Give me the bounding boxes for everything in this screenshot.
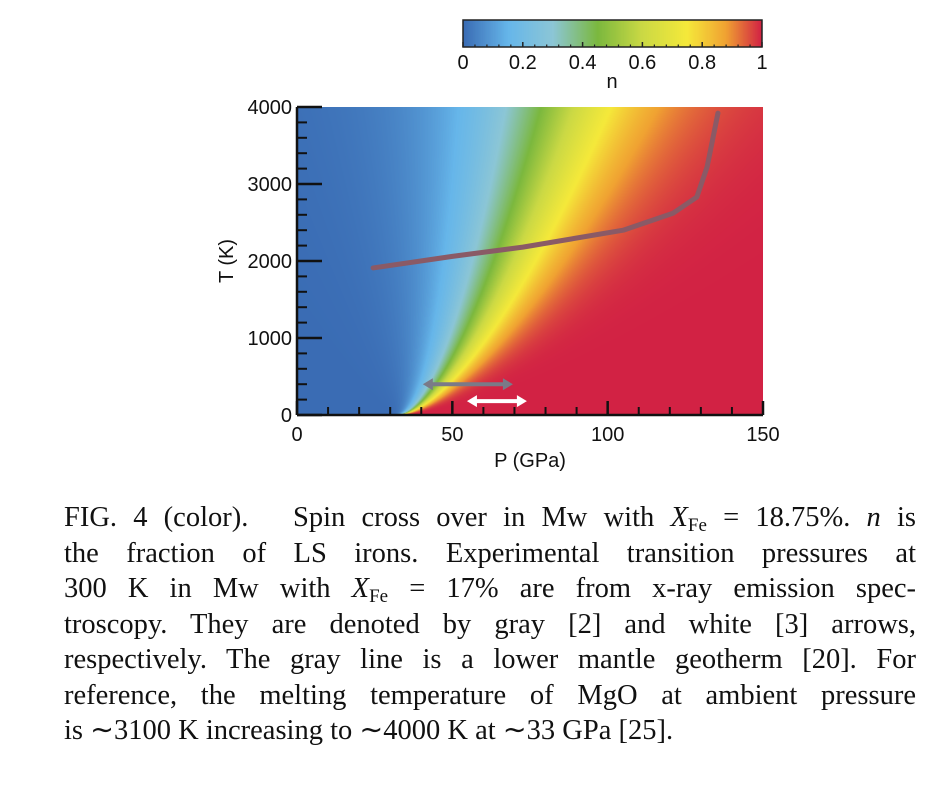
colorbar-tick-label: 1 [756,52,767,74]
x-tick-label: 150 [746,424,779,446]
caption-text: FIG. 4 (color). Spin cross over in Mw wi… [64,502,671,533]
y-tick-label: 1000 [248,328,293,350]
caption-line: FIG. 4 (color). Spin cross over in Mw wi… [64,500,916,536]
figure-caption: FIG. 4 (color). Spin cross over in Mw wi… [64,500,916,749]
colorbar-frame [462,19,763,48]
caption-text: n [866,502,881,533]
colorbar-label: n [606,71,617,93]
caption-text: X [351,573,370,604]
caption-line: reference, the melting temperature of Mg… [64,678,916,714]
colorbar-tick-label: 0 [457,52,468,74]
caption-line: troscopy. They are denoted by gray [2] a… [64,607,916,643]
caption-line: respectively. The gray line is a lower m… [64,642,916,678]
colorbar-tick-label: 0.8 [688,52,716,74]
caption-text: = 18.75%. [706,502,867,533]
caption-text: is ∼3100 K increasing to ∼4000 K at ∼33 … [64,715,674,746]
x-axis-label: P (GPa) [494,450,566,472]
axes-overlay: 0 0.2 0.4 0.6 0.8 1 n 0 1000 2000 3000 4000 0 50 100 15… [216,19,780,472]
figure: 0 0.2 0.4 0.6 0.8 1 n 0 1000 2000 3000 4000 0 50 100 15… [216,19,780,472]
caption-text: X [670,502,688,533]
y-tick-label: 0 [281,405,292,427]
x-tick-label: 0 [291,424,302,446]
colorbar-tick-label: 0.2 [509,52,537,74]
caption-text: = 17% are from x-ray emission spec- [388,573,916,604]
y-tick-label: 2000 [248,251,293,273]
geotherm-line [370,110,721,271]
subscript: Fe [369,586,389,607]
colorbar-tick-label: 0.6 [628,52,656,74]
caption-line: 300 K in Mw with XFe = 17% are from x-ra… [64,571,916,607]
subscript: Fe [687,515,707,536]
colorbar-tick-label: 0.4 [569,52,597,74]
y-axis-label: T (K) [216,239,238,283]
x-tick-label: 100 [591,424,624,446]
colorbar [463,20,762,47]
y-tick-label: 4000 [248,97,293,119]
arrow-head-left [422,378,433,391]
heatmap-field [297,107,763,415]
caption-text: troscopy. They are denoted by gray [2] a… [64,608,916,640]
arrow-head-right [516,395,527,408]
y-tick-label: 3000 [248,174,293,196]
arrow-head-right [502,378,513,391]
caption-text: respectively. The gray line is a lower m… [64,644,916,675]
x-tick-label: 50 [441,424,463,446]
caption-line: is ∼3100 K increasing to ∼4000 K at ∼33 … [64,713,916,749]
arrow-head-left [466,395,477,408]
caption-text: 300 K in Mw with [64,573,352,604]
caption-text: reference, the melting temperature of Mg… [64,679,916,711]
caption-line: the fraction of LS irons. Experimental t… [64,536,916,572]
caption-text: is [880,502,916,533]
caption-text: the fraction of LS irons. Experimental t… [64,537,916,569]
